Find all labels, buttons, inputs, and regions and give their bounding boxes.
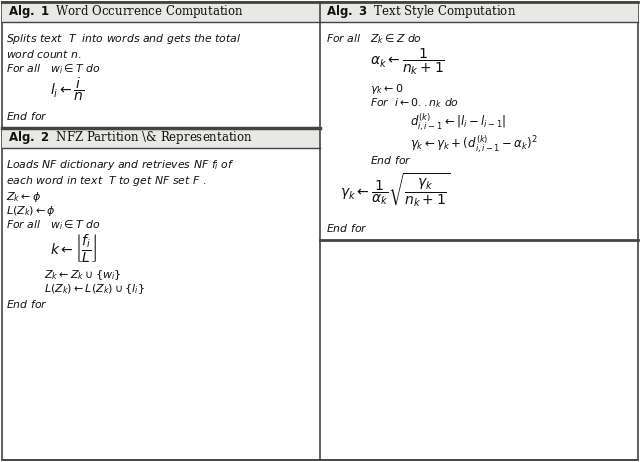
- Text: $d^{(k)}_{i,i-1} \leftarrow |l_i - l_{i-1}|$: $d^{(k)}_{i,i-1} \leftarrow |l_i - l_{i-…: [410, 112, 506, 134]
- Text: $\mathbf{Alg.\ 1}$  Word Occurrence Computation: $\mathbf{Alg.\ 1}$ Word Occurrence Compu…: [8, 4, 244, 20]
- Text: $\mathit{End\ for}$: $\mathit{End\ for}$: [6, 298, 48, 310]
- Text: $\mathit{End\ for}$: $\mathit{End\ for}$: [6, 110, 48, 122]
- Text: $\mathit{For\ all}\ \ \ w_i \in T\ \mathit{do}$: $\mathit{For\ all}\ \ \ w_i \in T\ \math…: [6, 62, 100, 76]
- Text: $L(Z_k) \leftarrow \phi$: $L(Z_k) \leftarrow \phi$: [6, 204, 56, 218]
- Text: $k \leftarrow \left\lfloor \dfrac{f_i}{L} \right\rfloor$: $k \leftarrow \left\lfloor \dfrac{f_i}{L…: [50, 232, 97, 264]
- Text: $\gamma_k \leftarrow \gamma_k + (d^{(k)}_{i,i-1} - \alpha_k)^2$: $\gamma_k \leftarrow \gamma_k + (d^{(k)}…: [410, 134, 538, 156]
- Text: $\mathit{For\ all}\ \ \ w_i \in T\ \mathit{do}$: $\mathit{For\ all}\ \ \ w_i \in T\ \math…: [6, 218, 100, 232]
- Text: $L(Z_k) \leftarrow L(Z_k) \cup \{l_i\}$: $L(Z_k) \leftarrow L(Z_k) \cup \{l_i\}$: [44, 282, 145, 296]
- Text: $\mathit{For}\ \ i \leftarrow 0..n_k\ \mathit{do}$: $\mathit{For}\ \ i \leftarrow 0..n_k\ \m…: [370, 96, 459, 110]
- Text: $\mathit{End\ for}$: $\mathit{End\ for}$: [370, 154, 412, 166]
- Text: $\gamma_k \leftarrow \dfrac{1}{\alpha_k} \sqrt{\dfrac{\gamma_k}{n_k + 1}}$: $\gamma_k \leftarrow \dfrac{1}{\alpha_k}…: [340, 172, 451, 209]
- Text: $\mathit{word\ count\ n.}$: $\mathit{word\ count\ n.}$: [6, 48, 82, 60]
- Text: $\mathit{Loads\ NF\ dictionary\ and\ retrieves\ NF}\ f_i\ \mathit{of}$: $\mathit{Loads\ NF\ dictionary\ and\ ret…: [6, 158, 235, 172]
- Text: $\mathbf{Alg.\ 3}$  Text Style Computation: $\mathbf{Alg.\ 3}$ Text Style Computatio…: [326, 4, 516, 20]
- Text: $l_i \leftarrow \dfrac{i}{n}$: $l_i \leftarrow \dfrac{i}{n}$: [50, 76, 84, 103]
- Text: $\mathit{each\ word\ in\ text\ \ T\ to\ get\ NF\ set}\ F\ .$: $\mathit{each\ word\ in\ text\ \ T\ to\ …: [6, 174, 207, 188]
- Text: $Z_k \leftarrow \phi$: $Z_k \leftarrow \phi$: [6, 190, 42, 204]
- Text: $\mathit{For\ all}\ \ \ Z_k \in Z\ \mathit{do}$: $\mathit{For\ all}\ \ \ Z_k \in Z\ \math…: [326, 32, 422, 46]
- Text: $\mathit{End\ for}$: $\mathit{End\ for}$: [326, 222, 368, 234]
- Bar: [2, 2, 320, 22]
- Bar: [320, 2, 638, 22]
- Text: $\gamma_k \leftarrow 0$: $\gamma_k \leftarrow 0$: [370, 82, 403, 96]
- Text: $\alpha_k \leftarrow \dfrac{1}{n_k + 1}$: $\alpha_k \leftarrow \dfrac{1}{n_k + 1}$: [370, 46, 445, 77]
- Text: $\mathbf{Alg.\ 2}$  NFZ Partition \& Representation: $\mathbf{Alg.\ 2}$ NFZ Partition \& Repr…: [8, 129, 253, 146]
- Bar: [2, 128, 320, 148]
- Text: $\mathit{Splits\ text\ \ T\ \ into\ words\ and\ gets\ the\ total}$: $\mathit{Splits\ text\ \ T\ \ into\ word…: [6, 32, 241, 46]
- Text: $Z_k \leftarrow Z_k \cup \{w_i\}$: $Z_k \leftarrow Z_k \cup \{w_i\}$: [44, 268, 122, 282]
